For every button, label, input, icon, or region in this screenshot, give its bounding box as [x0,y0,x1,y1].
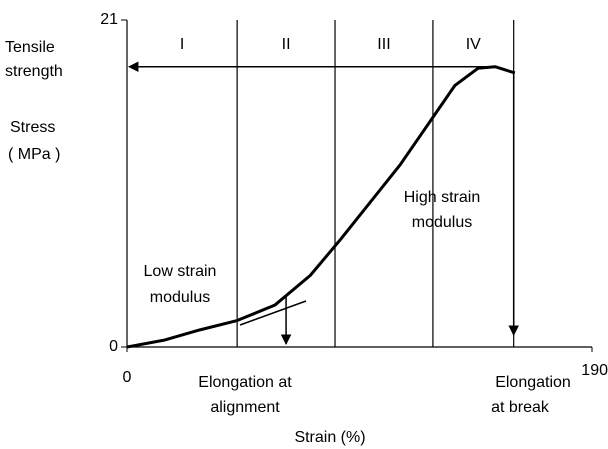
alignment-label: Elongation at [198,374,292,391]
stress-strain-curve [126,65,516,349]
tangent-line [239,300,307,326]
annotation: modulus [412,214,472,231]
region-label: I [180,36,184,53]
region-label: III [377,36,390,53]
break-label: Elongation [495,374,571,391]
annotation: High strain [404,189,480,206]
tensile-label: Tensile [5,39,55,56]
alignment-label: alignment [210,399,280,416]
region-label: IV [466,36,481,53]
annotation: modulus [150,289,210,306]
y-tick-label: 0 [109,338,118,355]
region-label: II [282,36,291,53]
x-tick-label: 190 [581,362,608,379]
x-tick-label: 0 [123,369,132,386]
y-axis-label: Stress [10,119,55,136]
y-axis-label: ( MPa ) [8,146,60,163]
tensile-label: strength [5,63,63,80]
x-axis-label: Strain (%) [294,429,365,446]
break-label: at break [491,399,550,416]
annotation: Low strain [144,263,217,280]
y-tick-label: 21 [100,11,118,28]
